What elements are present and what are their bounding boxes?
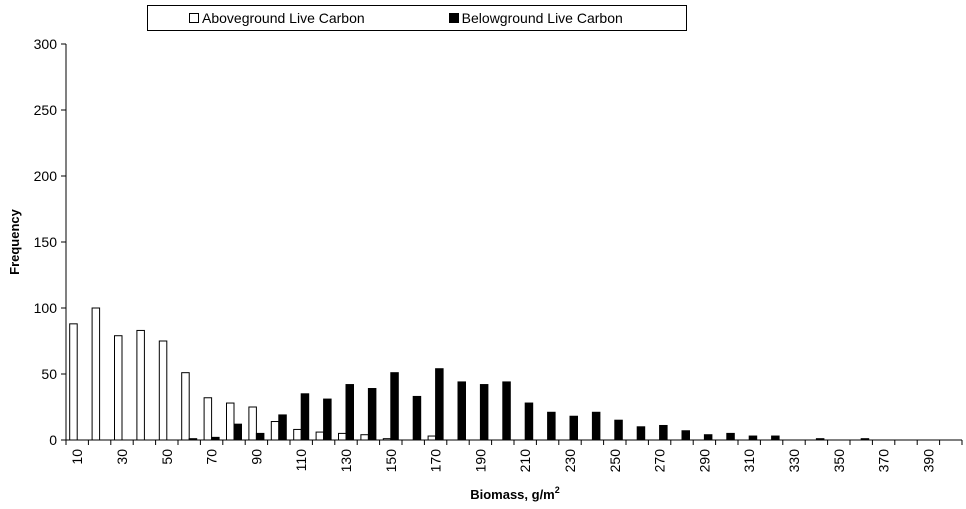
- x-axis-title-superscript: 2: [555, 485, 560, 495]
- legend-item-aboveground: Aboveground Live Carbon: [189, 10, 365, 26]
- x-tick-label: 110: [293, 449, 309, 472]
- x-tick-label: 90: [248, 449, 264, 465]
- x-axis-title: Biomass, g/m2: [470, 485, 560, 502]
- bar-belowground-80: [233, 423, 242, 441]
- x-tick-label: 370: [876, 449, 892, 473]
- bar-belowground-290: [703, 434, 713, 441]
- legend-swatch-belowground: [448, 13, 459, 23]
- x-tick-label: 250: [607, 449, 623, 473]
- bar-belowground-240: [591, 411, 601, 441]
- bar-belowground-270: [659, 424, 668, 441]
- bar-aboveground-50: [158, 340, 168, 441]
- y-tick-label: 100: [34, 300, 58, 316]
- bar-aboveground-80: [226, 402, 235, 441]
- bar-aboveground-120: [315, 431, 325, 441]
- x-tick-label: 390: [920, 449, 936, 473]
- bar-aboveground-140: [360, 434, 369, 441]
- bar-aboveground-90: [248, 406, 257, 441]
- x-tick-label: 310: [741, 449, 757, 473]
- legend: Aboveground Live Carbon Belowground Live…: [147, 5, 687, 31]
- bar-aboveground-100: [270, 421, 280, 441]
- x-tick-label: 170: [428, 449, 444, 473]
- x-tick-label: 150: [383, 449, 399, 473]
- legend-label-aboveground: Aboveground Live Carbon: [202, 10, 365, 26]
- x-tick-label: 230: [562, 449, 578, 473]
- bar-belowground-310: [748, 435, 758, 441]
- bar-aboveground-110: [293, 428, 302, 441]
- x-tick-label: 210: [517, 449, 533, 473]
- y-tick-label: 250: [34, 102, 58, 118]
- x-tick-label: 290: [696, 449, 712, 473]
- y-axis-title: Frequency: [7, 208, 22, 275]
- bar-belowground-160: [412, 395, 422, 441]
- bar-belowground-210: [524, 402, 534, 441]
- bar-aboveground-10: [69, 323, 78, 441]
- x-tick-label: 30: [114, 449, 130, 465]
- x-tick-label: 70: [204, 449, 220, 465]
- y-tick-label: 150: [34, 234, 58, 250]
- x-tick-label: 10: [69, 449, 85, 465]
- bar-belowground-320: [771, 435, 780, 441]
- bar-aboveground-20: [91, 307, 101, 441]
- axes-layer: 0 50 100 150 200 250 300 10 30 50 70 90 110 130 150 170…: [34, 36, 963, 473]
- bar-belowground-260: [636, 426, 646, 441]
- bar-aboveground-70: [203, 397, 213, 441]
- bar-belowground-130: [345, 384, 354, 441]
- bar-belowground-230: [569, 415, 578, 441]
- bar-aboveground-130: [338, 432, 347, 441]
- bar-belowground-140: [367, 388, 377, 441]
- legend-swatch-aboveground: [189, 13, 199, 23]
- bar-belowground-220: [547, 411, 556, 441]
- x-axis-title-text: Biomass, g/m: [470, 487, 555, 502]
- bar-belowground-110: [300, 393, 310, 441]
- bar-belowground-250: [614, 419, 623, 441]
- bar-belowground-180: [457, 381, 466, 441]
- bar-belowground-170: [435, 368, 444, 441]
- x-tick-label: 50: [159, 449, 175, 465]
- bar-aboveground-60: [181, 372, 190, 441]
- legend-item-belowground: Belowground Live Carbon: [448, 10, 623, 26]
- y-tick-label: 200: [34, 168, 58, 184]
- bar-belowground-120: [323, 398, 332, 441]
- bar-belowground-300: [726, 432, 735, 441]
- bar-belowground-100: [278, 414, 287, 441]
- bar-belowground-200: [502, 381, 511, 441]
- x-tick-label: 330: [786, 449, 802, 473]
- x-tick-label: 190: [472, 449, 488, 473]
- bar-belowground-190: [479, 384, 489, 441]
- bar-aboveground-30: [114, 335, 123, 441]
- bar-belowground-150: [390, 372, 399, 441]
- y-tick-label: 300: [34, 36, 58, 52]
- y-tick-label: 50: [41, 366, 57, 382]
- bar-aboveground-40: [136, 329, 145, 441]
- bar-belowground-90: [255, 432, 265, 441]
- bars-layer: [69, 307, 870, 441]
- y-tick-label: 0: [49, 432, 57, 448]
- x-tick-label: 130: [338, 449, 354, 473]
- bar-aboveground-170: [427, 435, 437, 441]
- legend-label-belowground: Belowground Live Carbon: [461, 10, 623, 26]
- bar-belowground-280: [681, 430, 690, 441]
- x-tick-label: 350: [831, 449, 847, 473]
- x-tick-label: 270: [652, 449, 668, 473]
